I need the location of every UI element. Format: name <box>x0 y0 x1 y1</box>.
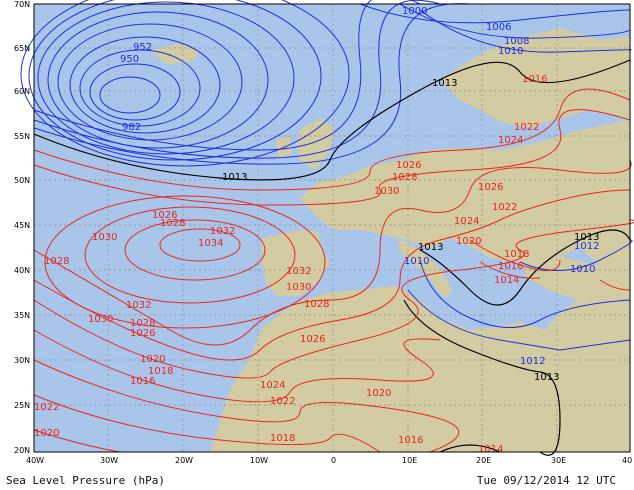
isobar-label: 1016 <box>398 435 423 446</box>
valid-time: Tue 09/12/2014 12 UTC <box>476 474 616 487</box>
isobar-label: 1020 <box>456 236 481 247</box>
isobar-label: 1030 <box>88 314 113 325</box>
lat-axis: 70N 65N 60N 55N 50N 45N 40N 35N 30N 25N … <box>14 0 30 455</box>
isobar-label: 982 <box>122 122 141 133</box>
isobar-label: 1032 <box>126 300 151 311</box>
lon-label: 0 <box>331 456 336 465</box>
isobar-label: 1010 <box>570 264 595 275</box>
lat-label: 20N <box>14 446 30 455</box>
low-isobars <box>20 0 633 351</box>
isobar-label: 1022 <box>514 122 539 133</box>
isobar-label: 1028 <box>130 318 155 329</box>
map-frame <box>33 3 631 453</box>
lon-label: 40 <box>622 456 632 465</box>
lat-label: 65N <box>14 44 30 53</box>
isobar-label: 1010 <box>404 256 429 267</box>
isobar-label: 1016 <box>522 74 547 85</box>
isobar-label: 1016 <box>130 376 155 387</box>
isobar-label: 1016 <box>498 261 523 272</box>
isobar-label: 1032 <box>286 266 311 277</box>
isobar-label: 1018 <box>270 433 295 444</box>
lon-label: 20E <box>476 456 491 465</box>
lat-label: 55N <box>14 132 30 141</box>
isobar-label: 1013 <box>574 232 599 243</box>
lon-axis: 40W 30W 20W 10W 0 10E 20E 30E 40 <box>26 456 632 465</box>
isobar-label: 1030 <box>374 186 399 197</box>
isobar-label: 1008 <box>504 36 529 47</box>
high-isobars <box>33 88 634 453</box>
lat-label: 25N <box>14 401 30 410</box>
isobar-labels: 1000 1006 1008 1010 950 952 982 1013 101… <box>34 6 599 455</box>
isobar-label: 1026 <box>478 182 503 193</box>
isobar-label: 1000 <box>402 6 427 17</box>
isobar-label: 1030 <box>92 232 117 243</box>
isobar-label: 1026 <box>396 160 421 171</box>
isobar-label: 1013 <box>534 372 559 383</box>
isobar-label: 1013 <box>432 78 457 89</box>
isobar-label: 1028 <box>304 299 329 310</box>
isobar-label: 1006 <box>486 22 511 33</box>
land <box>150 28 630 452</box>
lon-label: 10W <box>250 456 268 465</box>
isobar-label: 1034 <box>198 238 223 249</box>
isobar-label: 1020 <box>366 388 391 399</box>
lat-label: 60N <box>14 87 30 96</box>
isobar-label: 1028 <box>392 172 417 183</box>
lat-label: 40N <box>14 266 30 275</box>
lon-label: 20W <box>175 456 193 465</box>
lat-label: 50N <box>14 176 30 185</box>
isobar-label: 1020 <box>34 428 59 439</box>
isobar-label: 1024 <box>454 216 479 227</box>
isobar-label: 1012 <box>574 241 599 252</box>
isobar-label: 1026 <box>152 210 177 221</box>
isobar-label: 1032 <box>210 226 235 237</box>
isobar-label: 1013 <box>418 242 443 253</box>
isobar-label: 1014 <box>478 444 503 455</box>
isobar-label: 1022 <box>34 402 59 413</box>
graticule <box>34 4 630 452</box>
lon-label: 40W <box>26 456 44 465</box>
lat-label: 30N <box>14 356 30 365</box>
isobar-label: 1022 <box>270 396 295 407</box>
isobar-label: 1028 <box>44 256 69 267</box>
isobar-label: 1024 <box>498 135 523 146</box>
mean-isobars <box>33 59 631 456</box>
lon-label: 30W <box>100 456 118 465</box>
lat-label: 45N <box>14 221 30 230</box>
isobar-label: 1013 <box>222 172 247 183</box>
isobar-label: 1014 <box>494 275 519 286</box>
isobar-label: 1028 <box>160 218 185 229</box>
isobar-label: 950 <box>120 54 139 65</box>
isobar-label: 1024 <box>260 380 285 391</box>
lon-label: 30E <box>551 456 566 465</box>
lat-label: 35N <box>14 311 30 320</box>
isobar-label: 1020 <box>140 354 165 365</box>
lat-label: 70N <box>14 0 30 9</box>
isobar-label: 1026 <box>300 334 325 345</box>
isobar-label: 1018 <box>504 249 529 260</box>
isobar-label: 1018 <box>148 366 173 377</box>
isobar-label: 952 <box>133 42 152 53</box>
isobar-label: 1022 <box>492 202 517 213</box>
isobar-label: 1030 <box>286 282 311 293</box>
isobar-label: 1010 <box>498 46 523 57</box>
map-title: Sea Level Pressure (hPa) <box>6 474 165 487</box>
isobar-label: 1026 <box>130 328 155 339</box>
isobar-label: 1012 <box>520 356 545 367</box>
lon-label: 10E <box>402 456 417 465</box>
